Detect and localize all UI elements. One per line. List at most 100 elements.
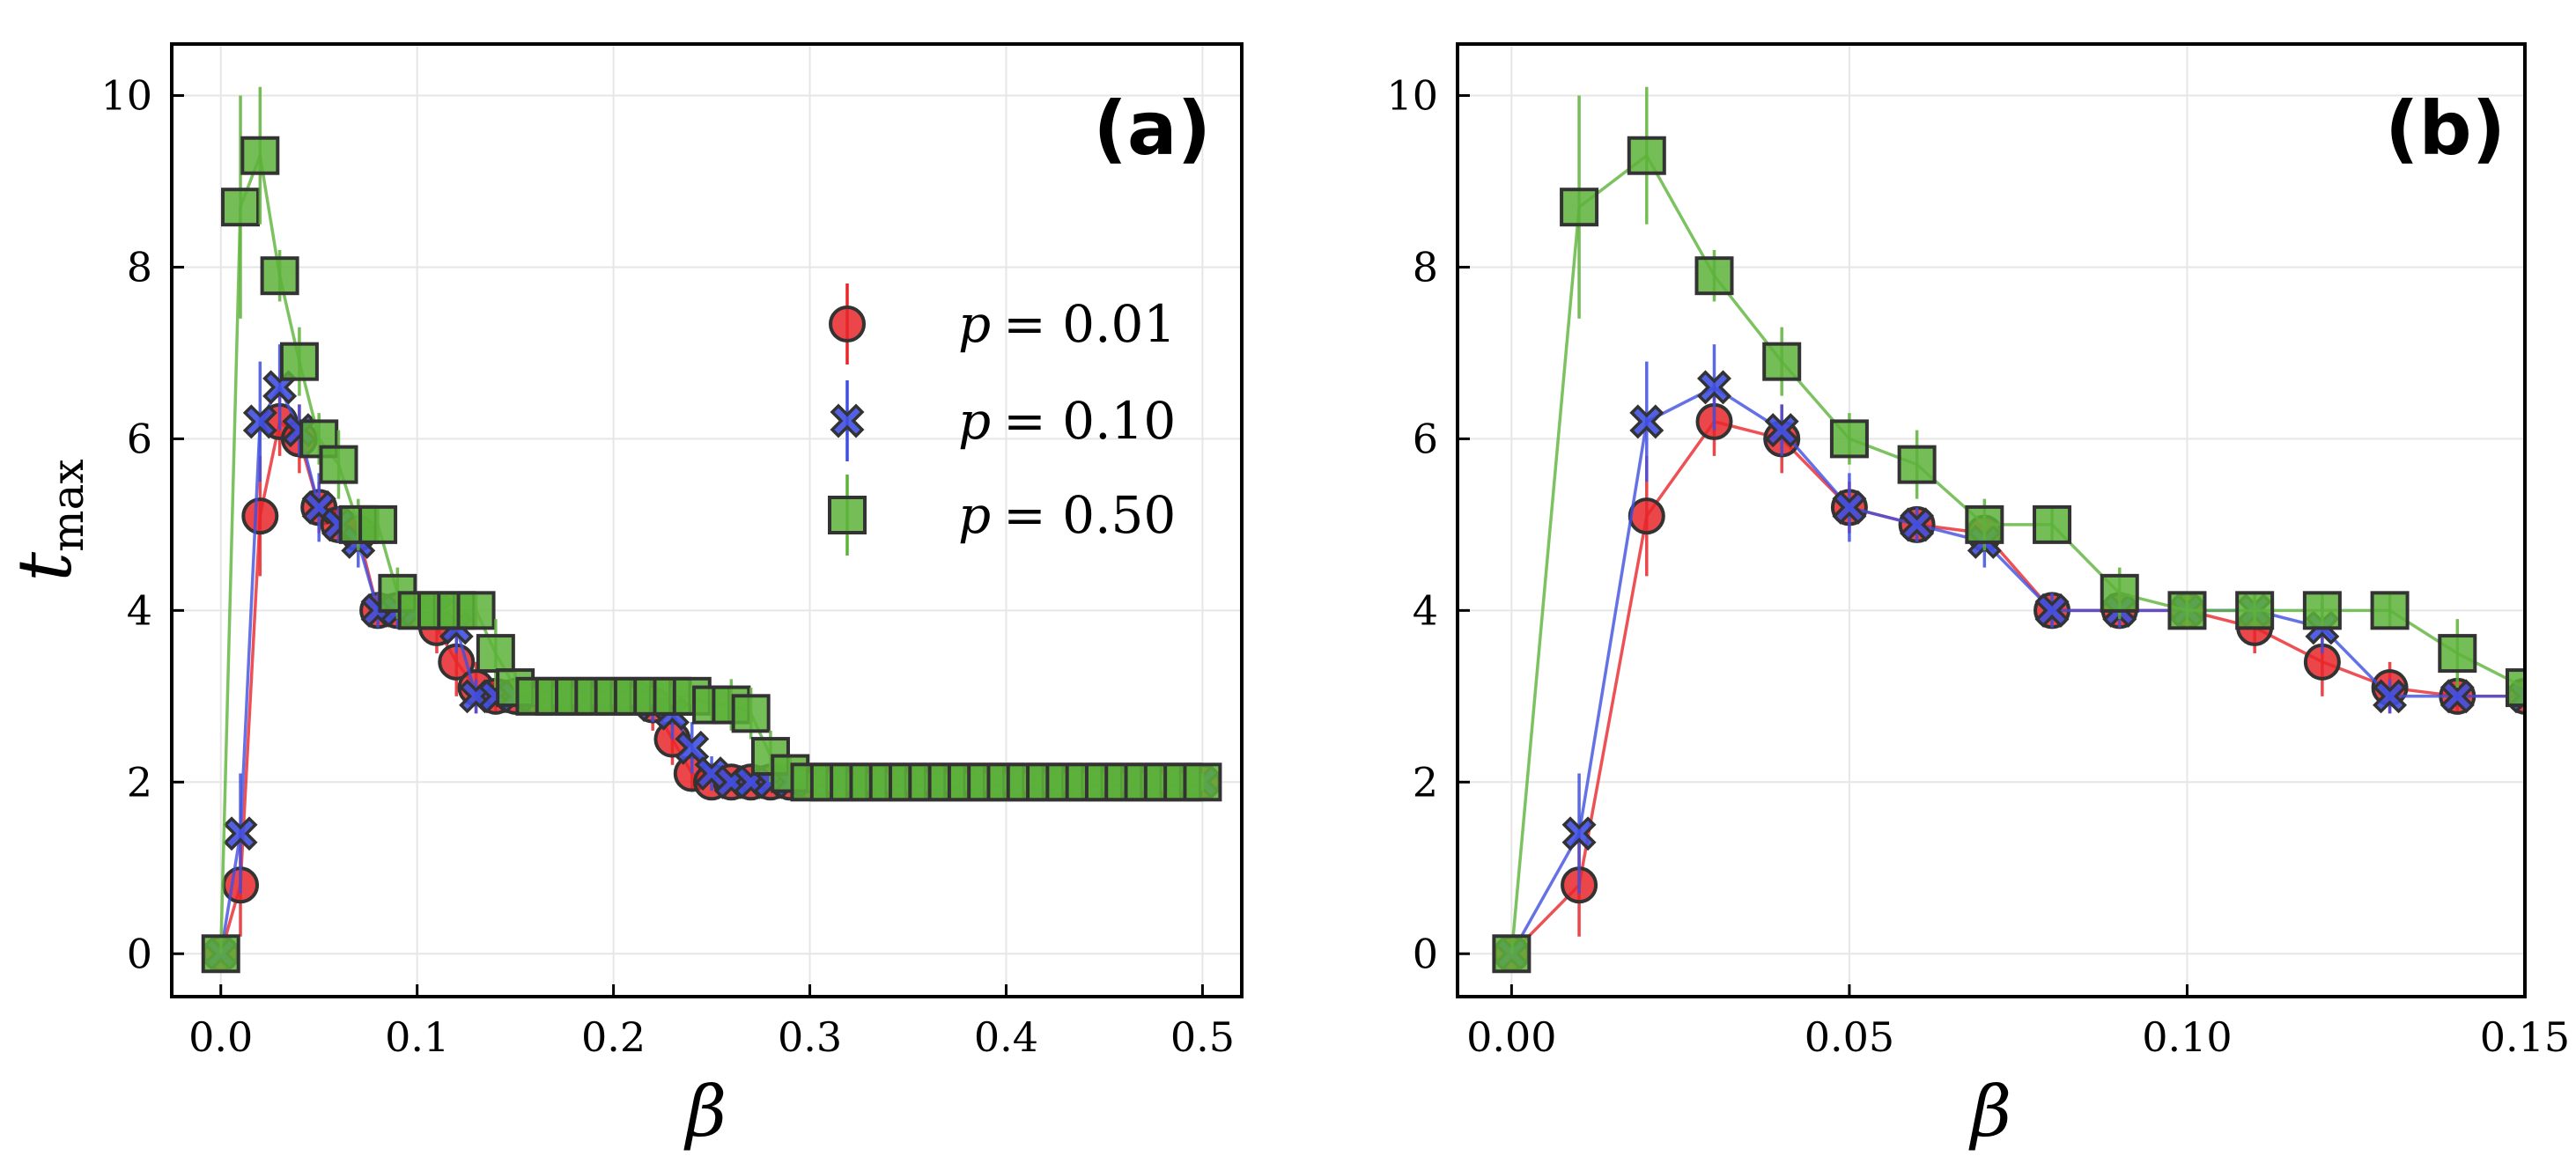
y-axis-label-main: t bbox=[2, 552, 88, 582]
panel-b-data bbox=[1492, 86, 2525, 974]
panel-b-series-square-point bbox=[1762, 342, 1802, 381]
panel-b-y-tick-label: 0 bbox=[1413, 930, 1438, 977]
panel-a-ticks: 0.0 0.1 0.2 0.3 0.4 0.5 0 2 4 6 8 10 bbox=[100, 71, 1235, 1061]
panel-b-series-square-point bbox=[2438, 634, 2477, 674]
panel-a-series-square-point bbox=[1183, 762, 1222, 802]
panel-b-series-x-point bbox=[1832, 490, 1867, 525]
panel-a-series-square-point bbox=[240, 136, 280, 175]
panel-a-label: (a) bbox=[1094, 85, 1211, 172]
panel-b-series-square-point bbox=[1627, 136, 1666, 175]
panel-b-x-tick-label: 0.15 bbox=[2480, 1013, 2570, 1061]
legend-label-square: p = 0.50 bbox=[958, 485, 1176, 545]
panel-b-x-tick-label: 0.00 bbox=[1466, 1013, 1556, 1061]
panel-a-y-tick-label: 0 bbox=[127, 930, 152, 977]
panel-b-y-tick-label: 4 bbox=[1413, 586, 1438, 634]
legend-label-value: = 0.10 bbox=[1003, 391, 1176, 451]
panel-b-ticks: 0.00 0.05 0.10 0.15 0 2 4 6 8 10 bbox=[1386, 71, 2570, 1061]
panel-a-y-tick-label: 2 bbox=[127, 758, 152, 806]
panel-b-series-circle-point bbox=[1628, 497, 1665, 535]
panel-a-series-square-point bbox=[260, 256, 299, 296]
legend-marker-x bbox=[830, 403, 865, 438]
panel-b-frame bbox=[1456, 42, 2527, 998]
panel-b-y-tick-label: 8 bbox=[1413, 243, 1438, 291]
panel-b-series-x-point bbox=[2373, 679, 2408, 714]
panel-b-series-x-point bbox=[2439, 679, 2475, 714]
panel-b-series-x-line bbox=[1509, 385, 2525, 955]
panel-a-series-square-point bbox=[456, 591, 496, 630]
panel-b-series-x-point bbox=[2034, 593, 2070, 628]
panel-a-series-x-point bbox=[223, 816, 258, 851]
svg-text:tmax: tmax bbox=[2, 459, 93, 581]
panel-b-x-axis-label: β bbox=[1968, 1071, 2011, 1152]
panel-a-series-square-point bbox=[279, 342, 319, 381]
legend-label-variable: p bbox=[958, 485, 991, 545]
panel-b-series-square-point bbox=[2302, 591, 2342, 630]
legend-label-x: p = 0.10 bbox=[958, 391, 1176, 451]
panel-b-series-x-point bbox=[1629, 404, 1664, 439]
panel-a-y-tick-label: 6 bbox=[127, 415, 152, 462]
panel-b-series-square-point bbox=[2100, 573, 2139, 613]
panel-a-x-tick-label: 0.2 bbox=[581, 1013, 646, 1061]
panel-b-series-square-point bbox=[2167, 591, 2207, 630]
panel-b-series-square-point bbox=[1492, 934, 1532, 974]
panel-b-series-x-point bbox=[1561, 816, 1597, 851]
panel-a-series-square-point bbox=[319, 445, 358, 484]
panel-b-series-circle bbox=[1493, 387, 2525, 973]
panel-b-label: (b) bbox=[2385, 85, 2506, 172]
panel-b-series-square-point bbox=[2235, 591, 2275, 630]
y-axis-label-sub: max bbox=[42, 459, 93, 551]
panel-a-y-tick-label: 8 bbox=[127, 243, 152, 291]
panel-a-data bbox=[201, 86, 1222, 974]
panel-b-series-x-point bbox=[1697, 370, 1731, 405]
panel-b-series-square-point bbox=[1897, 445, 1937, 484]
panel-b-series-square-point bbox=[1829, 419, 1869, 459]
panel-a-x-axis-label: β bbox=[683, 1071, 727, 1152]
panel-a-series-x-line bbox=[218, 384, 1203, 954]
panel-b-series-x-point bbox=[1764, 413, 1799, 448]
panel-a-x-tick-label: 0.1 bbox=[385, 1013, 449, 1061]
panel-b-series-square-point bbox=[2506, 668, 2525, 708]
panel-b-series-square-point bbox=[2033, 504, 2072, 544]
panel-a-series-square bbox=[201, 86, 1222, 974]
panel-a-series-square-point bbox=[221, 188, 261, 227]
legend-label-circle: p = 0.01 bbox=[958, 294, 1176, 354]
panel-a-series-x-point bbox=[242, 404, 277, 439]
panel-a-series-square-point bbox=[358, 504, 398, 544]
panel-b-series-square-point bbox=[1560, 188, 1599, 227]
panel-a-x-tick-label: 0.3 bbox=[778, 1013, 842, 1061]
legend-label-value: = 0.50 bbox=[1003, 485, 1176, 545]
panel-b-series-circle-line bbox=[1510, 419, 2525, 955]
panel-a-series-circle-point bbox=[241, 497, 279, 535]
panel-a-y-tick-label: 4 bbox=[127, 586, 152, 634]
panel-b-y-tick-label: 10 bbox=[1386, 71, 1438, 119]
panel-b-x-tick-label: 0.05 bbox=[1805, 1013, 1894, 1061]
panel-b-series-square-line bbox=[1509, 153, 2525, 954]
panel-b-series-square-point bbox=[1694, 256, 1734, 296]
panel-a-frame bbox=[170, 42, 1244, 998]
panel-b-series-square-point bbox=[1965, 504, 2004, 544]
panel-b-y-tick-label: 6 bbox=[1413, 415, 1438, 462]
legend-label-variable: p bbox=[958, 391, 991, 451]
panel-b-y-tick-label: 2 bbox=[1413, 758, 1438, 806]
legend-marker-square bbox=[828, 496, 867, 534]
panel-a-series-square-point bbox=[299, 419, 339, 459]
panel-a-series-square-point bbox=[731, 694, 771, 733]
panel-a-x-tick-label: 0.4 bbox=[974, 1013, 1038, 1061]
panel-b-series-square-point bbox=[2370, 591, 2410, 630]
panel-a-grid bbox=[172, 44, 1242, 997]
panel-b-series-x-point bbox=[1900, 507, 1935, 542]
panel-a-series-square-point bbox=[201, 934, 240, 974]
panel-b-series-square bbox=[1492, 86, 2525, 974]
legend-marker-circle bbox=[829, 306, 866, 342]
y-axis-label: tmax bbox=[2, 459, 93, 581]
legend-label-variable: p bbox=[958, 294, 991, 354]
legend: p = 0.01p = 0.10p = 0.50 bbox=[828, 283, 1176, 556]
panel-a-x-tick-label: 0.0 bbox=[188, 1013, 253, 1061]
panel-a-series-x-point bbox=[675, 730, 710, 765]
panel-b: 0.00 0.05 0.10 0.15 0 2 4 6 8 10 (b) β bbox=[1386, 42, 2570, 1152]
panel-b-x-tick-label: 0.10 bbox=[2142, 1013, 2232, 1061]
panel-a-series-square-point bbox=[476, 634, 515, 674]
panel-a-y-tick-label: 10 bbox=[100, 71, 152, 119]
